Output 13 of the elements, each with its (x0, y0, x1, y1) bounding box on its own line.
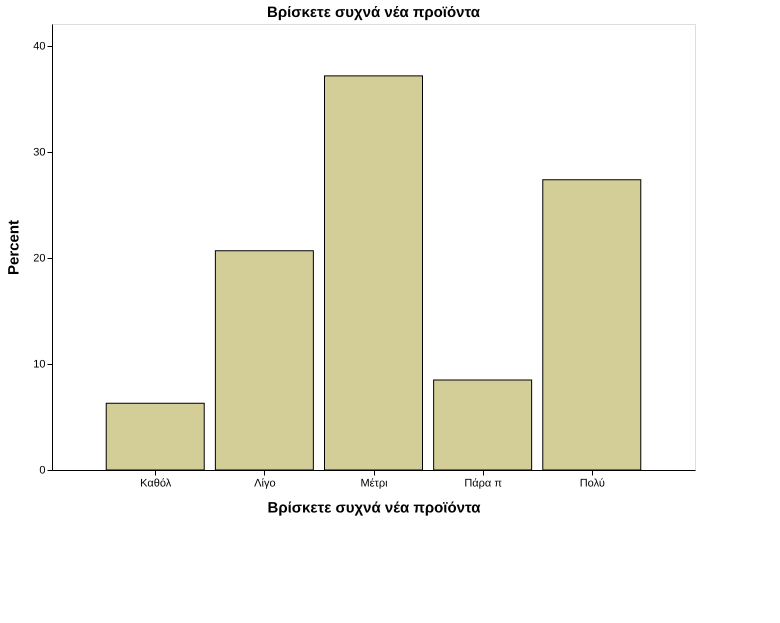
x-tick-label: Καθόλ (140, 478, 172, 490)
x-axis-title: Βρίσκετε συχνά νέα προϊόντα (268, 500, 482, 516)
chart-title: Βρίσκετε συχνά νέα προϊόντα (267, 4, 481, 21)
y-tick-label: 10 (33, 358, 46, 371)
y-tick-label: 30 (33, 146, 46, 159)
y-tick-label: 0 (39, 464, 46, 476)
x-tick-label: Πάρα π (464, 478, 502, 490)
y-tick-label: 40 (33, 40, 46, 53)
x-tick-label: Μέτρι (360, 478, 388, 490)
y-axis-title: Percent (5, 220, 22, 276)
y-tick-label: 20 (33, 252, 46, 265)
x-tick-label: Λίγο (254, 478, 276, 490)
x-tick-label: Πολύ (580, 478, 605, 490)
